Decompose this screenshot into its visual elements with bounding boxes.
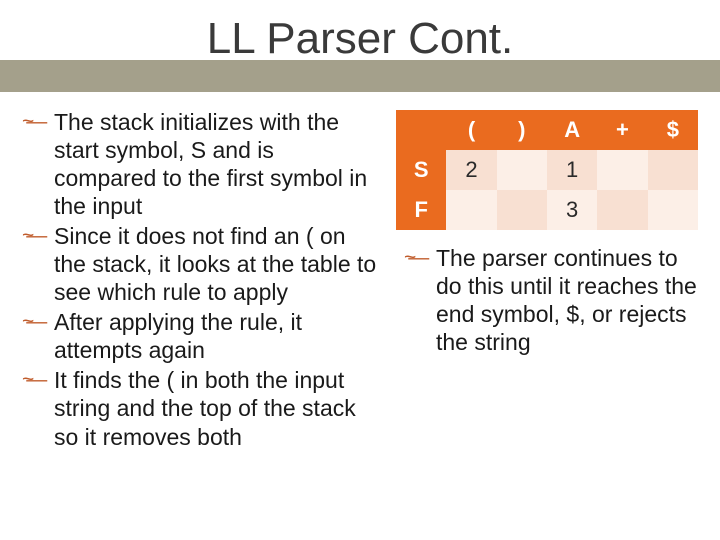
bullet-item: After applying the rule, it attempts aga…	[22, 308, 380, 364]
content-area: The stack initializes with the start sym…	[22, 108, 698, 528]
title-background-band	[0, 60, 720, 92]
table-cell	[597, 150, 647, 190]
parse-table-grid: ( ) A + $ S 2 1 F	[396, 110, 698, 230]
table-row-header: F	[396, 190, 446, 230]
left-column: The stack initializes with the start sym…	[22, 108, 390, 528]
table-col-header: $	[648, 110, 698, 150]
bullet-item: It finds the ( in both the input string …	[22, 366, 380, 450]
table-header-row: ( ) A + $	[396, 110, 698, 150]
table-corner-cell	[396, 110, 446, 150]
table-col-header: (	[446, 110, 496, 150]
slide: { "title": "LL Parser Cont.", "colors": …	[0, 0, 720, 540]
table-col-header: )	[497, 110, 547, 150]
parse-table: ( ) A + $ S 2 1 F	[396, 110, 698, 230]
table-cell: 2	[446, 150, 496, 190]
bullet-item: The parser continues to do this until it…	[404, 244, 698, 356]
right-column: ( ) A + $ S 2 1 F	[390, 108, 698, 528]
table-cell: 1	[547, 150, 597, 190]
table-cell	[497, 190, 547, 230]
table-cell	[597, 190, 647, 230]
title-block: LL Parser Cont.	[0, 14, 720, 92]
table-col-header: A	[547, 110, 597, 150]
left-bullet-list: The stack initializes with the start sym…	[22, 108, 380, 451]
table-row-header: S	[396, 150, 446, 190]
table-col-header: +	[597, 110, 647, 150]
table-cell: 3	[547, 190, 597, 230]
table-row: S 2 1	[396, 150, 698, 190]
table-cell	[497, 150, 547, 190]
table-cell	[446, 190, 496, 230]
slide-title: LL Parser Cont.	[0, 14, 720, 64]
table-cell	[648, 190, 698, 230]
right-bullet-list: The parser continues to do this until it…	[396, 244, 698, 356]
bullet-item: Since it does not find an ( on the stack…	[22, 222, 380, 306]
table-row: F 3	[396, 190, 698, 230]
bullet-item: The stack initializes with the start sym…	[22, 108, 380, 220]
table-cell	[648, 150, 698, 190]
